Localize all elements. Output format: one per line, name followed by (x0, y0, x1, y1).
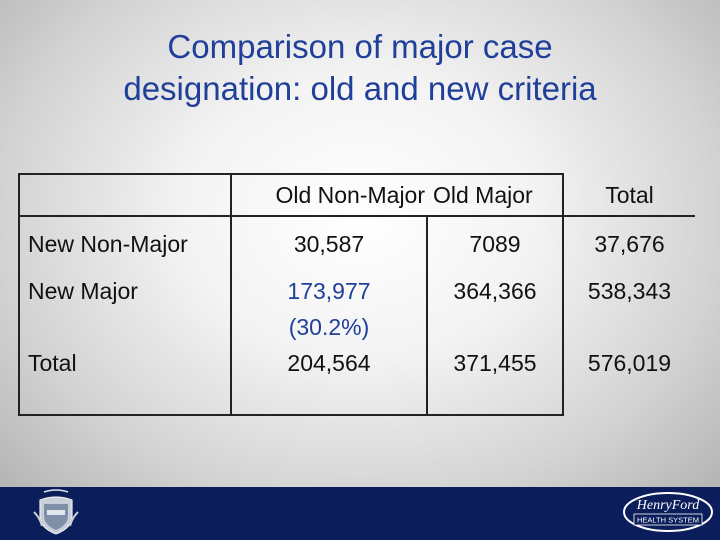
cell-value: 37,676 (594, 230, 665, 257)
row-label-new-major: New Major (18, 270, 232, 345)
col-header-old-major: Old Major (427, 173, 564, 217)
corner-cell (18, 173, 232, 217)
cell-value: 538,343 (587, 278, 672, 304)
cell-percent-note: (30.2%) (288, 314, 370, 340)
row-label-total: Total (18, 345, 232, 416)
footer-bar (0, 487, 720, 540)
table-row: New Non-Major 30,587 7089 37,676 (18, 216, 695, 270)
cell-value-highlight: 173,977 (30.2%) (231, 270, 428, 345)
crest-icon (33, 489, 79, 535)
cell-value: 173,977 (287, 278, 371, 304)
table-row: Total 204,564 371,455 576,019 (18, 345, 695, 416)
cell-value: 576,019 (587, 350, 672, 376)
hfhs-logo-icon: HenryFord HEALTH SYSTEM (623, 492, 713, 532)
cell-value: 204,564 (231, 345, 428, 416)
table-row: New Major 173,977 (30.2%) 364,366 538,34… (18, 270, 695, 345)
header-row: Old Non-Major Old Major Total (18, 173, 695, 217)
logo-script-text: HenryFord (636, 498, 700, 513)
col-header-total: Total (563, 174, 695, 217)
title-line-2: designation: old and new criteria (123, 70, 597, 107)
cell-value: 7089 (427, 216, 564, 270)
logo-caps-text: HEALTH SYSTEM (637, 516, 699, 525)
comparison-table: Old Non-Major Old Major Total New Non-Ma… (18, 173, 695, 416)
slide-title: Comparison of major case designation: ol… (0, 26, 720, 110)
cell-value: 30,587 (231, 216, 428, 270)
col-header-old-non-major: Old Non-Major (231, 173, 427, 217)
cell-value: 371,455 (427, 345, 564, 416)
title-line-1: Comparison of major case (167, 28, 553, 65)
row-label-new-non-major: New Non-Major (18, 216, 232, 270)
cell-value: 364,366 (427, 270, 564, 345)
